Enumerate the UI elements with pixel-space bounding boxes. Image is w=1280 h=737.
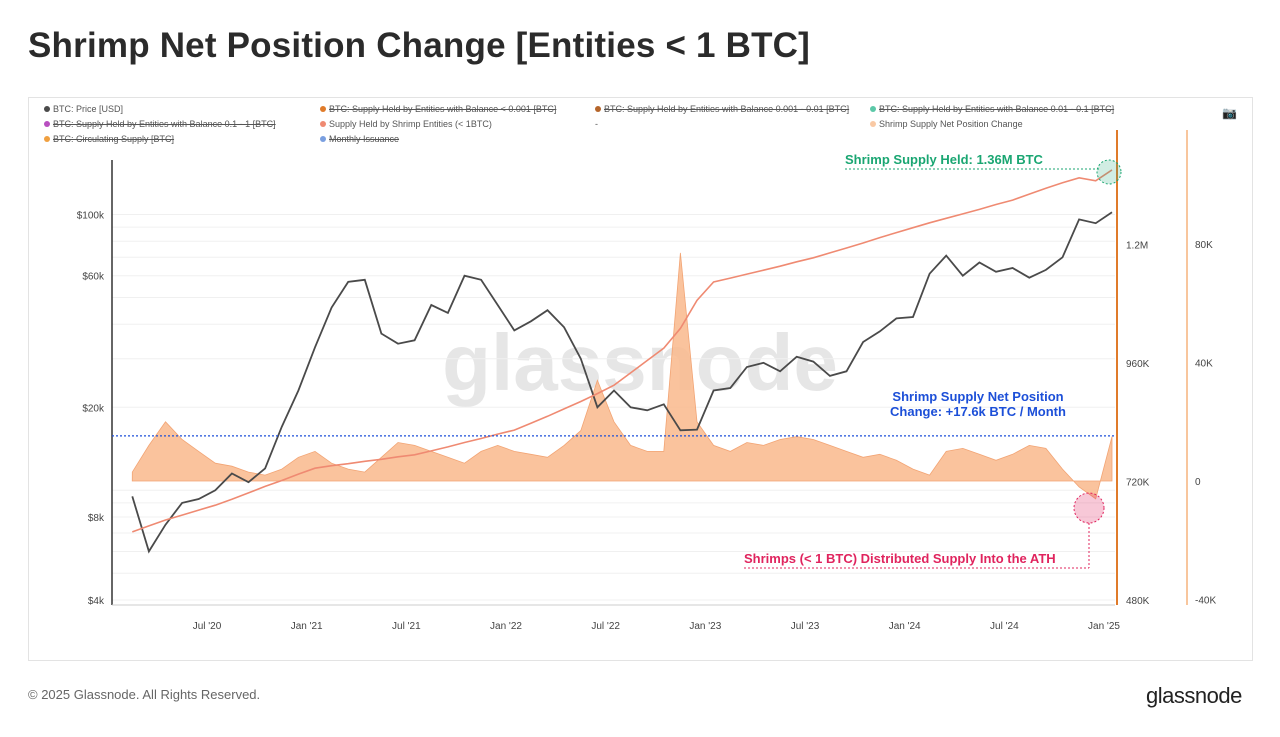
legend-item[interactable]: BTC: Circulating Supply [BTC] (44, 134, 174, 144)
supply-tick-label: 720K (1126, 478, 1150, 489)
net-change-tick-label: 0 (1195, 477, 1201, 488)
camera-icon[interactable]: 📷 (1222, 106, 1237, 120)
watermark: glassnode (442, 318, 838, 407)
x-tick-label: Jul '22 (591, 621, 620, 632)
legend-label: BTC: Circulating Supply [BTC] (53, 134, 175, 144)
supply-tick-label: 480K (1126, 596, 1150, 607)
legend-item[interactable]: Supply Held by Shrimp Entities (< 1BTC) (320, 119, 492, 129)
annotation-net-change-line1: Shrimp Supply Net Position (892, 389, 1064, 404)
price-tick-label: $8k (88, 513, 105, 524)
x-tick-label: Jul '24 (990, 621, 1019, 632)
annotation-circle (1096, 159, 1122, 185)
legend-item[interactable]: Monthly Issuance (320, 134, 399, 144)
x-tick-label: Jan '24 (889, 621, 921, 632)
x-tick-label: Jan '22 (490, 621, 522, 632)
net-change-tick-label: -40K (1195, 596, 1216, 607)
price-tick-label: $20k (82, 403, 105, 414)
legend-dot-icon (870, 106, 876, 112)
x-tick-label: Jul '23 (791, 621, 820, 632)
price-tick-label: $4k (88, 596, 105, 607)
legend-dot-icon (320, 136, 326, 142)
legend-dot-icon (320, 121, 326, 127)
x-tick-label: Jan '23 (689, 621, 721, 632)
legend-dot-icon (320, 106, 326, 112)
annotation-net-change: Shrimp Supply Net Position Change: +17.6… (888, 389, 1068, 419)
legend-item[interactable]: BTC: Supply Held by Entities with Balanc… (44, 119, 276, 129)
legend-dot-icon (44, 106, 50, 112)
legend-dot-icon (870, 121, 876, 127)
net-change-tick-label: 80K (1195, 240, 1213, 251)
x-tick-label: Jan '25 (1088, 621, 1120, 632)
shrimp-supply-line (132, 169, 1113, 533)
page-title: Shrimp Net Position Change [Entities < 1… (28, 26, 810, 65)
legend-label: - (595, 119, 598, 129)
legend-label: Shrimp Supply Net Position Change (879, 119, 1023, 129)
legend-label: BTC: Supply Held by Entities with Balanc… (604, 104, 850, 114)
annotation-net-change-line2: Change: +17.6k BTC / Month (890, 404, 1066, 419)
legend-item[interactable]: BTC: Supply Held by Entities with Balanc… (595, 104, 849, 114)
x-tick-label: Jul '21 (392, 621, 421, 632)
x-tick-label: Jan '21 (291, 621, 323, 632)
legend-dot-icon (44, 136, 50, 142)
legend-item[interactable]: Shrimp Supply Net Position Change (870, 119, 1023, 129)
legend-dot-icon (44, 121, 50, 127)
legend-label: BTC: Supply Held by Entities with Balanc… (879, 104, 1115, 114)
copyright: © 2025 Glassnode. All Rights Reserved. (28, 687, 261, 702)
supply-tick-label: 1.2M (1126, 241, 1148, 252)
legend-item[interactable]: BTC: Supply Held by Entities with Balanc… (320, 104, 556, 114)
price-line (131, 211, 1113, 554)
x-tick-label: Jul '20 (193, 621, 222, 632)
legend-item[interactable]: BTC: Price [USD] (44, 104, 123, 114)
legend-label: BTC: Supply Held by Entities with Balanc… (53, 119, 276, 129)
legend-label: Supply Held by Shrimp Entities (< 1BTC) (329, 119, 492, 129)
net-change-tick-label: 40K (1195, 359, 1213, 370)
legend-label: Monthly Issuance (329, 134, 400, 144)
legend-dot-icon (595, 106, 601, 112)
price-tick-label: $60k (82, 272, 105, 283)
annotation-supply-held: Shrimp Supply Held: 1.36M BTC (845, 152, 1043, 167)
legend-label: BTC: Supply Held by Entities with Balanc… (329, 104, 557, 114)
legend-item[interactable]: BTC: Supply Held by Entities with Balanc… (870, 104, 1114, 114)
annotation-circle (1073, 492, 1105, 524)
chart-frame (28, 97, 1253, 661)
annotation-distributed: Shrimps (< 1 BTC) Distributed Supply Int… (744, 551, 1056, 566)
legend-item[interactable]: - (595, 119, 598, 129)
legend-label: BTC: Price [USD] (53, 104, 124, 114)
supply-tick-label: 960K (1126, 359, 1150, 370)
glassnode-logo: glassnode (1146, 683, 1242, 708)
price-tick-label: $100k (77, 211, 105, 222)
